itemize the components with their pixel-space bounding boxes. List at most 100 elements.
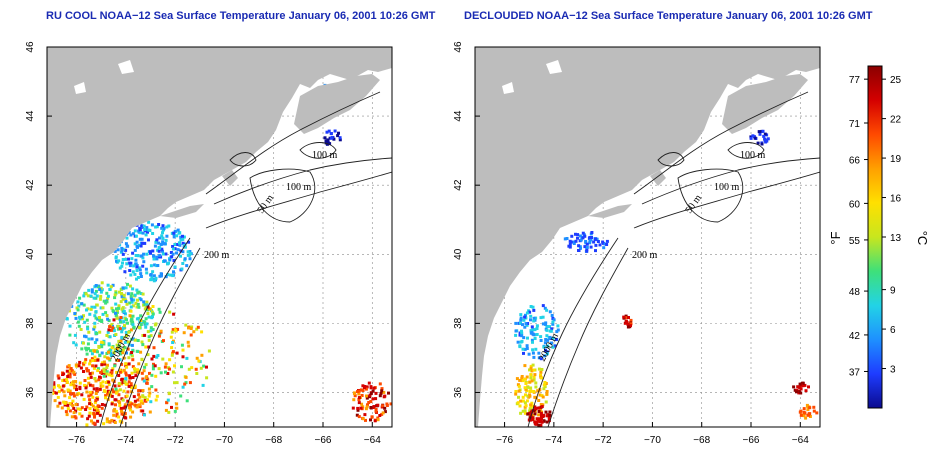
left-sst-pixel [96, 411, 99, 415]
left-sst-pixel [52, 391, 56, 394]
right-sst-pixel [528, 407, 532, 411]
right-lon-tick-label: −72 [595, 435, 612, 446]
left-sst-pixel [114, 403, 117, 407]
left-sst-pixel [151, 249, 155, 253]
right-sst-pixel [520, 376, 524, 380]
left-sst-pixel [72, 380, 76, 384]
left-sst-pixel [65, 413, 69, 417]
right-sst-pixel [519, 321, 522, 325]
left-sst-pixel [153, 263, 157, 267]
left-sst-pixel [374, 397, 378, 401]
left-sst-pixel [112, 409, 116, 413]
left-sst-pixel [123, 340, 127, 344]
left-sst-pixel [85, 348, 89, 352]
left-sst-pixel [169, 273, 173, 277]
left-sst-pixel [172, 259, 176, 262]
left-sst-pixel [173, 364, 176, 368]
left-sst-pixel [120, 249, 124, 253]
right-sst-pixel [589, 245, 593, 249]
left-sst-pixel [119, 349, 123, 353]
left-sst-pixel [157, 307, 161, 311]
left-sst-pixel [159, 329, 163, 333]
left-sst-pixel [75, 388, 78, 391]
right-sst-pixel [516, 401, 520, 405]
left-sst-pixel [114, 311, 117, 315]
left-sst-pixel [82, 370, 85, 373]
left-sst-pixel [126, 399, 130, 403]
left-sst-pixel [130, 318, 134, 322]
left-sst-pixel [123, 270, 127, 274]
right-sst-pixel [517, 384, 521, 388]
left-sst-pixel [84, 358, 88, 362]
right-sst-pixel [601, 240, 605, 244]
left-sst-pixel [151, 367, 155, 371]
left-sst-pixel [115, 307, 118, 311]
left-sst-pixel [145, 226, 149, 230]
right-sst-pixel [629, 318, 633, 322]
left-sst-pixel [124, 248, 128, 252]
left-sst-pixel [114, 398, 118, 402]
left-sst-pixel [165, 225, 169, 229]
left-sst-pixel [115, 414, 119, 418]
left-sst-pixel [176, 248, 180, 252]
left-sst-pixel [83, 360, 87, 364]
right-sst-pixel [540, 368, 544, 371]
left-sst-pixel [63, 378, 67, 382]
right-sst-pixel [550, 341, 553, 345]
left-sst-pixel [68, 396, 72, 400]
left-sst-pixel [106, 296, 110, 300]
contour-label-100m-b: 100 m [286, 182, 312, 193]
right-sst-pixel [545, 420, 549, 424]
left-sst-pixel [135, 269, 139, 272]
left-sst-pixel [381, 411, 385, 415]
right-sst-pixel [555, 330, 559, 334]
left-sst-pixel [366, 403, 369, 407]
left-sst-pixel [120, 246, 124, 250]
right-sst-pixel [531, 305, 535, 309]
left-sst-pixel [175, 351, 179, 355]
left-sst-pixel [88, 411, 92, 415]
left-sst-pixel [116, 358, 120, 362]
right-sst-pixel [761, 129, 765, 133]
left-sst-pixel [376, 416, 380, 420]
left-sst-pixel [199, 366, 203, 370]
right-sst-pixel [760, 142, 764, 146]
right-sst-pixel [517, 389, 521, 393]
left-sst-pixel [86, 417, 90, 421]
right-sst-pixel [523, 377, 527, 381]
right-sst-pixel [624, 319, 628, 323]
right-sst-pixel [519, 313, 523, 317]
left-sst-pixel [111, 283, 115, 287]
left-sst-pixel [136, 302, 140, 306]
right-sst-pixel [802, 407, 806, 411]
right-sst-pixel [808, 406, 812, 410]
right-lat-tick-label: 38 [453, 317, 464, 329]
right-sst-pixel [758, 132, 762, 136]
left-sst-pixel [87, 394, 91, 398]
left-sst-pixel [180, 365, 183, 369]
right-sst-pixel [532, 355, 536, 359]
left-sst-pixel [115, 391, 118, 395]
right-sst-pixel [532, 333, 536, 337]
left-sst-pixel [148, 410, 152, 414]
left-sst-pixel [173, 247, 177, 251]
left-sst-pixel [173, 229, 177, 233]
left-lat-tick-label: 44 [25, 110, 36, 122]
left-sst-pixel [94, 392, 98, 395]
right-lon-tick-label: −74 [545, 435, 562, 446]
right-sst-pixel [804, 389, 808, 393]
left-sst-pixel [333, 129, 337, 133]
left-sst-pixel [352, 398, 356, 402]
left-sst-pixel [150, 385, 154, 389]
left-sst-pixel [128, 269, 132, 272]
right-sst-pixel [756, 141, 760, 145]
right-sst-pixel [535, 417, 539, 421]
right-sst-pixel [544, 321, 548, 325]
left-sst-pixel [170, 353, 174, 357]
contour-label-200m: 200 m [632, 250, 658, 261]
right-sst-pixel [521, 347, 525, 351]
left-sst-pixel [95, 405, 99, 409]
left-sst-pixel [105, 300, 109, 304]
right-sst-pixel [546, 338, 550, 342]
right-sst-pixel [526, 385, 530, 389]
